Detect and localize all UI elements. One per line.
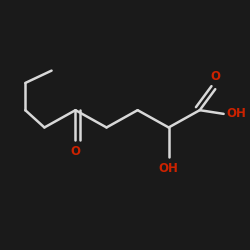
Text: OH: OH — [226, 108, 246, 120]
Text: O: O — [210, 70, 220, 83]
Text: O: O — [70, 145, 81, 158]
Text: OH: OH — [159, 162, 178, 174]
